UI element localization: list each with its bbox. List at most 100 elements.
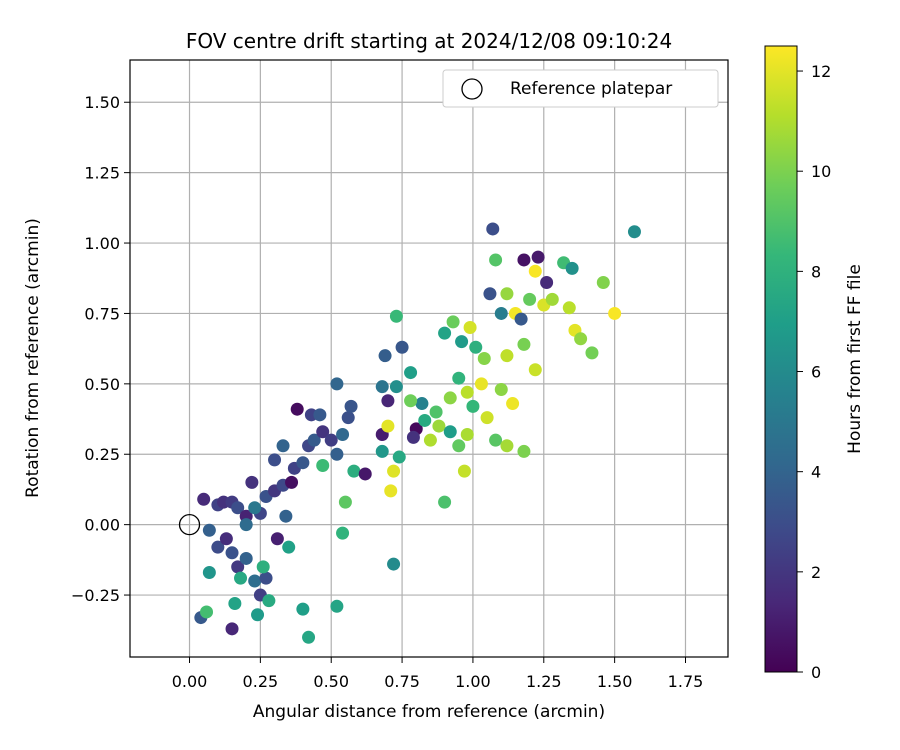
data-point bbox=[248, 501, 262, 515]
data-point bbox=[483, 287, 497, 301]
data-point bbox=[418, 413, 432, 427]
data-point bbox=[234, 571, 248, 585]
data-point bbox=[251, 608, 265, 622]
data-point bbox=[389, 309, 403, 323]
data-point bbox=[517, 253, 531, 267]
data-point bbox=[463, 321, 477, 335]
data-point bbox=[262, 594, 276, 608]
data-point bbox=[200, 605, 214, 619]
data-point bbox=[239, 518, 253, 532]
x-tick-label: 1.25 bbox=[526, 672, 562, 691]
data-point bbox=[302, 630, 316, 644]
data-point bbox=[279, 509, 293, 523]
data-point bbox=[228, 596, 242, 610]
data-point bbox=[296, 456, 310, 470]
data-point bbox=[202, 523, 216, 537]
data-point bbox=[316, 425, 330, 439]
data-point bbox=[330, 599, 344, 613]
legend-marker-reference bbox=[461, 78, 483, 100]
data-point bbox=[336, 428, 350, 442]
data-point bbox=[460, 385, 474, 399]
data-point bbox=[259, 571, 273, 585]
data-point bbox=[225, 546, 239, 560]
data-point bbox=[506, 397, 520, 411]
x-tick-label: 0.25 bbox=[243, 672, 279, 691]
data-point bbox=[268, 453, 282, 467]
data-point bbox=[438, 326, 452, 340]
data-point bbox=[245, 475, 259, 489]
colorbar-tick-label: 6 bbox=[811, 363, 821, 382]
data-point bbox=[389, 380, 403, 394]
data-point bbox=[296, 602, 310, 616]
data-point bbox=[375, 444, 389, 458]
x-tick-label: 0.00 bbox=[172, 672, 208, 691]
data-point bbox=[574, 332, 588, 346]
reference-marker bbox=[178, 513, 201, 536]
data-point bbox=[248, 574, 262, 588]
data-point bbox=[381, 419, 395, 433]
data-point bbox=[282, 540, 296, 554]
data-point bbox=[443, 425, 457, 439]
data-point bbox=[528, 363, 542, 377]
data-point bbox=[290, 402, 304, 416]
data-point bbox=[540, 275, 554, 289]
data-point bbox=[270, 532, 284, 546]
data-point bbox=[231, 560, 245, 574]
x-axis-label: Angular distance from reference (arcmin) bbox=[253, 702, 605, 722]
y-tick-label: 0.75 bbox=[84, 304, 120, 323]
data-point bbox=[608, 306, 622, 320]
data-point bbox=[585, 346, 599, 360]
data-point bbox=[341, 411, 355, 425]
x-tick-label: 0.75 bbox=[384, 672, 420, 691]
y-tick-label: 0.50 bbox=[84, 375, 120, 394]
x-axis-ticks: 0.00 0.25 0.50 0.75 1.00 1.25 1.50 1.75 bbox=[172, 657, 703, 691]
data-point bbox=[469, 340, 483, 354]
data-point bbox=[375, 380, 389, 394]
x-tick-label: 0.50 bbox=[313, 672, 349, 691]
data-point bbox=[338, 495, 352, 509]
x-tick-label: 1.00 bbox=[455, 672, 491, 691]
data-point bbox=[231, 501, 245, 515]
data-point bbox=[429, 405, 443, 419]
data-point bbox=[500, 439, 514, 453]
data-point bbox=[219, 532, 233, 546]
data-point bbox=[432, 419, 446, 433]
data-point bbox=[517, 337, 531, 351]
data-point bbox=[627, 225, 641, 239]
data-point bbox=[211, 540, 225, 554]
data-point bbox=[477, 352, 491, 365]
data-points bbox=[194, 222, 641, 644]
data-point bbox=[313, 408, 327, 422]
data-point bbox=[528, 264, 542, 278]
data-point bbox=[307, 433, 321, 447]
y-tick-label: 0.00 bbox=[84, 516, 120, 535]
data-point bbox=[392, 450, 406, 464]
data-point bbox=[446, 315, 460, 329]
data-point bbox=[344, 399, 358, 413]
data-point bbox=[500, 287, 514, 301]
data-point bbox=[443, 391, 457, 405]
data-point bbox=[474, 377, 488, 391]
chart-title: FOV centre drift starting at 2024/12/08 … bbox=[186, 29, 672, 53]
data-point bbox=[330, 377, 344, 391]
data-point bbox=[415, 397, 429, 411]
data-point bbox=[457, 464, 471, 478]
data-point bbox=[381, 394, 395, 408]
y-axis-label: Rotation from reference (arcmin) bbox=[23, 218, 43, 498]
y-tick-label: 1.50 bbox=[84, 93, 120, 112]
data-point bbox=[378, 349, 392, 363]
data-point bbox=[517, 444, 531, 458]
data-point bbox=[480, 411, 494, 425]
data-point bbox=[596, 275, 610, 289]
x-tick-label: 1.50 bbox=[597, 672, 633, 691]
y-tick-label: 1.25 bbox=[84, 164, 120, 183]
data-point bbox=[531, 250, 545, 264]
data-point bbox=[455, 335, 469, 349]
data-point bbox=[423, 433, 437, 447]
colorbar-tick-label: 4 bbox=[811, 463, 821, 482]
data-point bbox=[384, 484, 398, 498]
data-point bbox=[316, 459, 330, 473]
data-point bbox=[324, 433, 338, 447]
data-point bbox=[489, 433, 503, 447]
legend: Reference platepar bbox=[442, 69, 719, 108]
